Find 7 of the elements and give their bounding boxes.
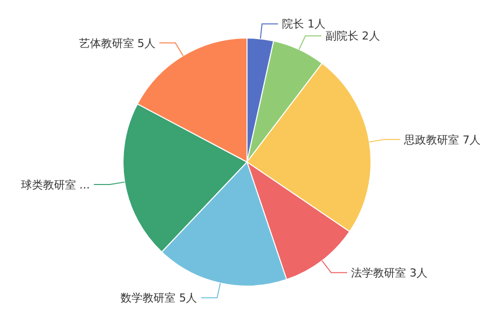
- slice-label: 院长 1人: [282, 18, 326, 31]
- slice-label: 数学教研室 5人: [120, 292, 198, 305]
- slice-label: 副院长 2人: [325, 30, 380, 43]
- slice-label: 法学教研室 3人: [351, 266, 428, 280]
- slice-label: 球类教研室 ...: [20, 178, 90, 192]
- slice-label: 思政教研室 7人: [403, 133, 481, 146]
- slice-label: 艺体教研室 5人: [78, 36, 156, 50]
